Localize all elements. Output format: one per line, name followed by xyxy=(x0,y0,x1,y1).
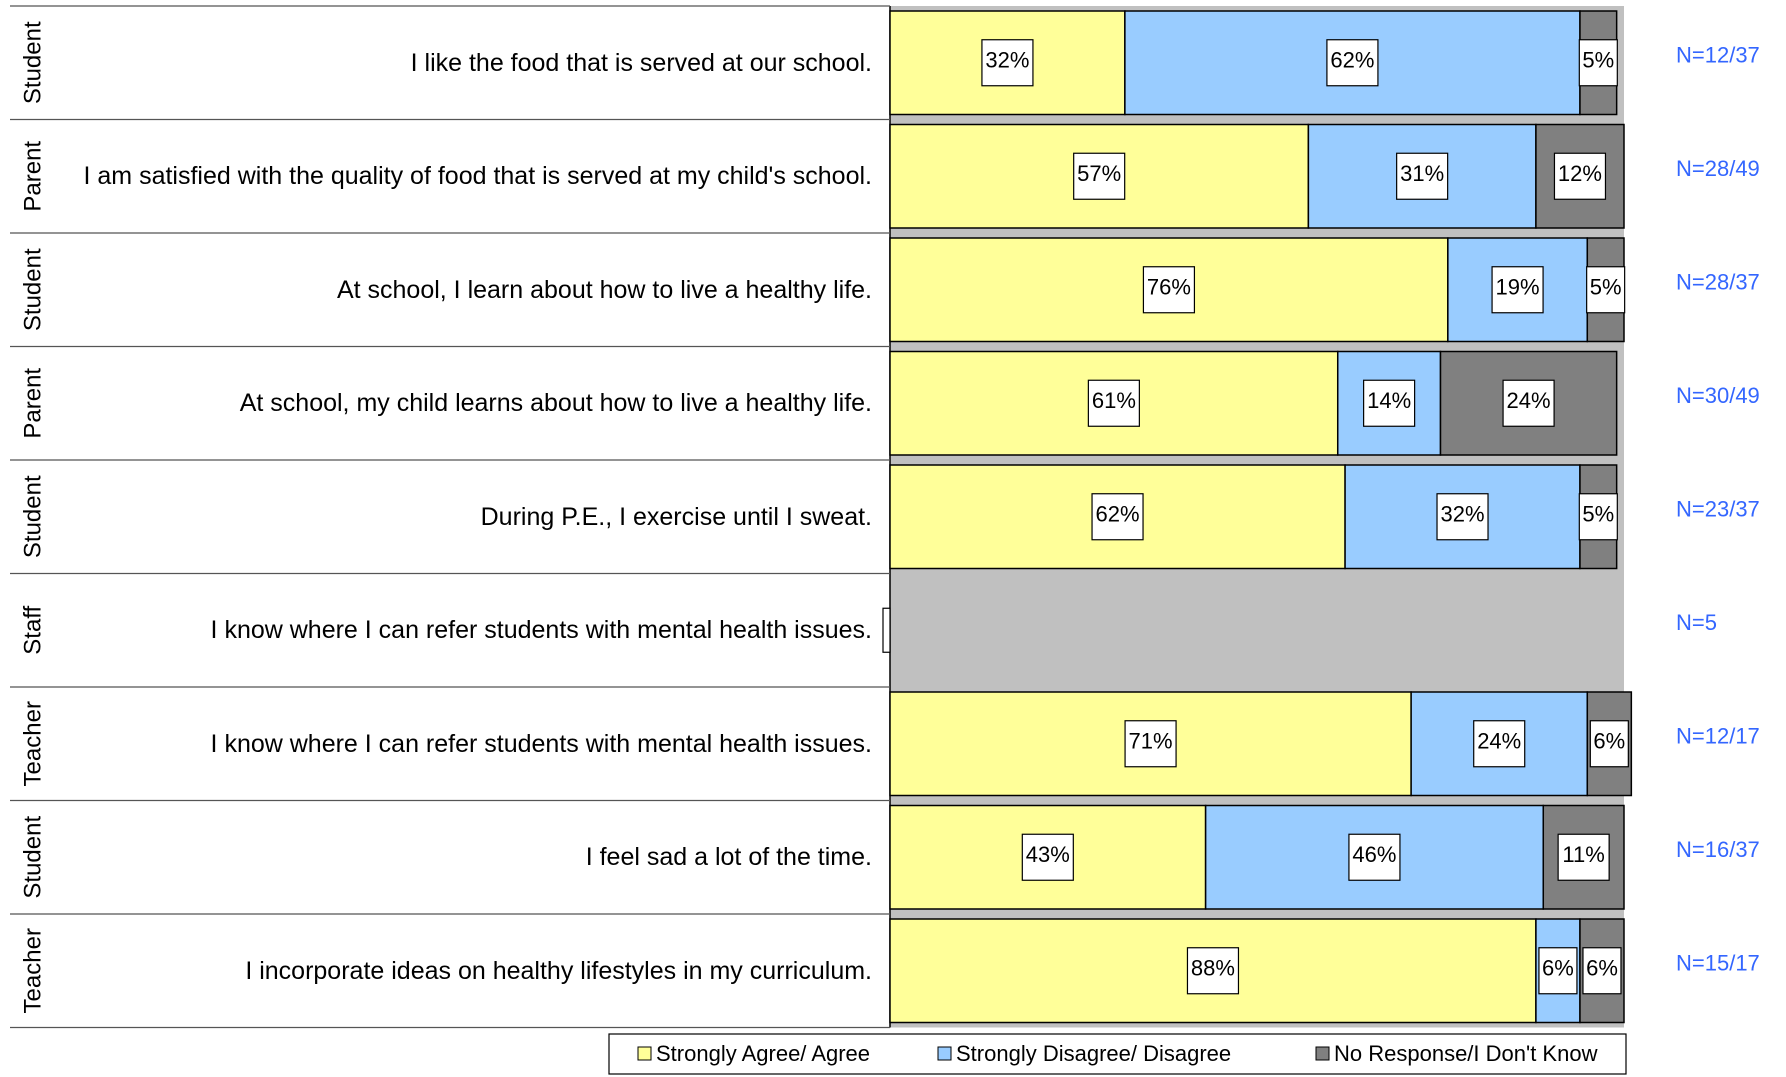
n-annotation: N=23/37 xyxy=(1676,497,1760,522)
value-label: 6% xyxy=(1542,956,1574,981)
legend-label: No Response/I Don't Know xyxy=(1334,1041,1598,1066)
value-label: 19% xyxy=(1496,275,1540,300)
value-label: 71% xyxy=(1129,729,1173,754)
value-label: 5% xyxy=(1582,48,1614,73)
n-annotation: N=30/49 xyxy=(1676,383,1760,408)
value-label-box xyxy=(1186,947,1240,995)
question: At school, I learn about how to live a h… xyxy=(60,233,872,347)
value-label-box xyxy=(1326,39,1379,87)
legend-label: Strongly Disagree/ Disagree xyxy=(956,1041,1231,1066)
value-label: 24% xyxy=(1507,388,1551,413)
empty-label-box xyxy=(882,607,891,653)
n-annotation: N=28/37 xyxy=(1676,270,1760,295)
n-annotation: N=12/37 xyxy=(1676,43,1760,68)
value-label-box xyxy=(1582,947,1622,995)
value-label-box xyxy=(1578,493,1618,541)
legend-swatch xyxy=(637,1046,652,1061)
value-label: 88% xyxy=(1191,956,1235,981)
value-label-box xyxy=(1553,152,1607,200)
question-text: I incorporate ideas on healthy lifestyle… xyxy=(245,956,872,985)
value-label: 32% xyxy=(985,48,1029,73)
value-label-box xyxy=(1491,266,1544,314)
value-label: 6% xyxy=(1586,956,1618,981)
value-label-box xyxy=(981,39,1034,87)
value-label-box xyxy=(1348,833,1401,881)
value-label-box xyxy=(1436,493,1489,541)
value-label: 62% xyxy=(1330,48,1374,73)
question-text: I know where I can refer students with m… xyxy=(210,729,872,758)
question: During P.E., I exercise until I sweat. xyxy=(60,460,872,574)
group-label: Parent xyxy=(19,368,46,439)
value-label-box xyxy=(1073,152,1126,200)
value-label: 46% xyxy=(1352,842,1396,867)
group-label: Parent xyxy=(19,141,46,212)
question: I know where I can refer students with m… xyxy=(60,574,872,688)
value-label-box xyxy=(1578,39,1618,87)
value-label: 57% xyxy=(1077,161,1121,186)
group-label: Teacher xyxy=(19,701,46,786)
question: I incorporate ideas on healthy lifestyle… xyxy=(60,914,872,1028)
question-text: I know where I can refer students with m… xyxy=(210,616,872,645)
question-text: I feel sad a lot of the time. xyxy=(585,843,872,872)
group-label: Teacher xyxy=(19,928,46,1013)
legend-swatch xyxy=(937,1046,952,1061)
question-text: At school, I learn about how to live a h… xyxy=(336,275,872,304)
n-annotation: N=5 xyxy=(1676,610,1717,635)
value-label-box xyxy=(1502,379,1555,427)
value-label: 61% xyxy=(1092,388,1136,413)
value-label: 43% xyxy=(1026,842,1070,867)
legend-swatch xyxy=(1315,1046,1330,1061)
question: I am satisfied with the quality of food … xyxy=(60,120,872,234)
question-text: I like the food that is served at our sc… xyxy=(410,48,872,77)
group-label: Student xyxy=(19,248,46,331)
value-label: 5% xyxy=(1582,502,1614,527)
value-label-box xyxy=(1396,152,1449,200)
value-label-box xyxy=(1087,379,1140,427)
value-label-box xyxy=(1021,833,1074,881)
question: I like the food that is served at our sc… xyxy=(60,6,872,120)
value-label: 12% xyxy=(1558,161,1602,186)
question: At school, my child learns about how to … xyxy=(60,347,872,461)
value-label-box xyxy=(1091,493,1144,541)
value-label: 11% xyxy=(1562,842,1604,867)
value-label-box xyxy=(1363,379,1416,427)
value-label: 62% xyxy=(1096,502,1140,527)
value-label: 24% xyxy=(1477,729,1521,754)
question-text: I am satisfied with the quality of food … xyxy=(83,162,872,191)
group-label: Student xyxy=(19,21,46,104)
n-annotation: N=28/49 xyxy=(1676,156,1760,181)
value-label: 32% xyxy=(1440,502,1484,527)
value-label-box xyxy=(1473,720,1526,768)
value-label: 14% xyxy=(1367,388,1411,413)
legend-box xyxy=(608,1033,1627,1075)
value-label: 6% xyxy=(1593,729,1625,754)
value-label-box xyxy=(1586,266,1626,314)
question: I know where I can refer students with m… xyxy=(60,687,872,801)
value-label: 5% xyxy=(1590,275,1622,300)
value-label-box xyxy=(1589,720,1629,768)
n-annotation: N=12/17 xyxy=(1676,724,1760,749)
value-label-box xyxy=(1557,833,1610,881)
value-label-box xyxy=(1538,947,1578,995)
group-label: Staff xyxy=(19,605,46,654)
value-label: 31% xyxy=(1400,161,1444,186)
group-label: Student xyxy=(19,816,46,899)
value-label: 76% xyxy=(1147,275,1191,300)
group-label: Student xyxy=(19,475,46,558)
legend-label: Strongly Agree/ Agree xyxy=(656,1041,870,1066)
question-text: At school, my child learns about how to … xyxy=(239,389,872,418)
value-label-box xyxy=(1124,720,1177,768)
n-annotation: N=15/17 xyxy=(1676,951,1760,976)
value-label-box xyxy=(1142,266,1196,314)
n-annotation: N=16/37 xyxy=(1676,837,1760,862)
question: I feel sad a lot of the time. xyxy=(60,801,872,915)
question-text: During P.E., I exercise until I sweat. xyxy=(480,502,872,531)
